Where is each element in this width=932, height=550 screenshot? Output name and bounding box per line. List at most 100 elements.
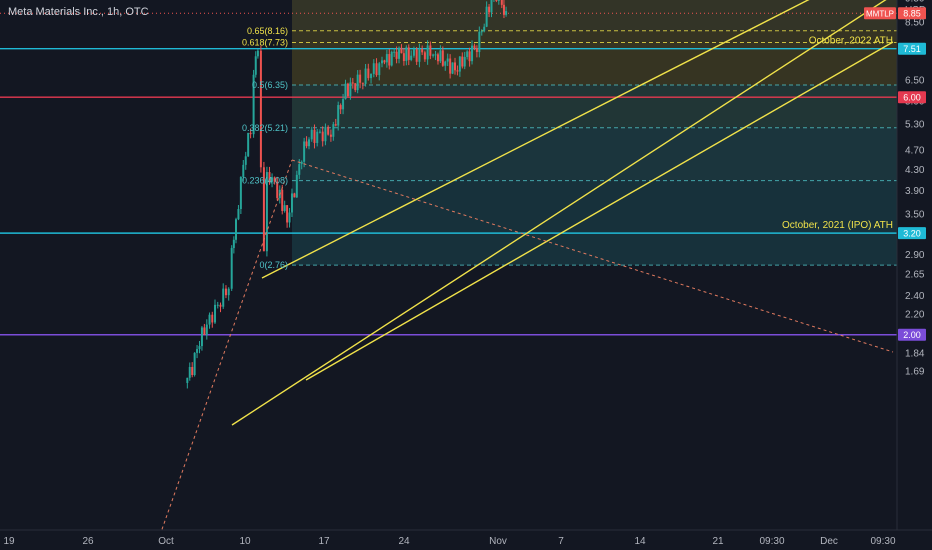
candle-body <box>412 49 415 56</box>
candle-body <box>188 366 191 378</box>
candle-body <box>295 174 298 198</box>
candle-body <box>454 62 456 71</box>
x-tick-label: 24 <box>398 536 410 547</box>
price-badge <box>898 42 926 55</box>
candle-body <box>497 0 500 1</box>
x-tick-label: 7 <box>558 536 564 547</box>
candle-body <box>227 288 230 296</box>
x-tick-label: 09:30 <box>759 536 784 547</box>
candle-body <box>432 54 435 56</box>
candle-body <box>449 58 452 74</box>
candle-body <box>276 181 279 199</box>
candle-body <box>308 139 310 147</box>
candle-body <box>216 304 219 306</box>
candle-body <box>310 129 313 140</box>
y-tick-label: 1.84 <box>905 348 925 359</box>
candle-body <box>478 31 481 53</box>
candle-body <box>224 288 227 296</box>
trend-lines <box>159 0 894 536</box>
candle-body <box>426 45 429 60</box>
candle-body <box>398 47 401 59</box>
candle-body <box>298 164 301 175</box>
candle-body <box>321 131 324 142</box>
candle-body <box>471 45 474 62</box>
fib-label: 0.65(8.16) <box>247 26 288 36</box>
candle-body <box>456 70 459 72</box>
candle-body <box>286 205 289 223</box>
candle-body <box>346 83 349 97</box>
candle-body <box>265 172 268 252</box>
symbol-badge-label: MMTLP <box>866 10 894 19</box>
y-tick-label: 8.50 <box>905 17 925 28</box>
candle-body <box>354 83 357 91</box>
fib-label: 0.236(4.08) <box>242 176 288 186</box>
candle-body <box>446 58 449 62</box>
candle-body <box>500 0 503 5</box>
candle-body <box>198 346 201 350</box>
candle-body <box>300 161 303 165</box>
candle-body <box>332 124 335 137</box>
candle-body <box>232 239 235 249</box>
candle-body <box>359 74 362 83</box>
candle-body <box>381 60 383 64</box>
candle-body <box>324 126 327 142</box>
channel-upper-line <box>231 0 887 426</box>
candle-body <box>262 167 265 252</box>
candle-body <box>458 56 461 72</box>
candle-body <box>303 141 306 162</box>
candle-body <box>254 56 257 75</box>
candle-body <box>395 51 398 59</box>
candle-body <box>418 48 421 62</box>
candle-body <box>407 47 410 60</box>
time-scale[interactable] <box>0 530 932 550</box>
candle-body <box>372 63 375 74</box>
fib-labels: 0.885(12.08)0.786(10.24)0.65(8.16)0.618(… <box>242 26 288 270</box>
x-tick-label: Oct <box>158 536 174 547</box>
fib-zone <box>292 127 897 181</box>
channel-lower-line <box>305 41 894 381</box>
y-tick-label: 2.20 <box>905 310 925 321</box>
y-tick-label: 4.30 <box>905 165 925 176</box>
candle-body <box>466 51 469 57</box>
candle-body <box>473 45 476 49</box>
candle-body <box>367 68 370 79</box>
candle-body <box>485 6 488 27</box>
candle-body <box>318 131 321 133</box>
last-price-badge <box>898 7 926 20</box>
candle-body <box>415 49 418 62</box>
horizontal-levels <box>0 12 897 336</box>
candle-body <box>505 11 508 15</box>
price-badge-label: 2.00 <box>903 330 921 340</box>
candle-body <box>393 51 396 53</box>
x-tick-label: Dec <box>820 536 838 547</box>
level-annotation: October, 2022 ATH <box>809 36 893 47</box>
candle-body <box>235 219 237 240</box>
price-scale[interactable] <box>897 0 932 530</box>
y-tick-label: 9.50 <box>905 0 925 4</box>
candle-body <box>475 48 478 53</box>
candle-body <box>249 132 252 135</box>
candle-body <box>256 50 259 57</box>
level-labels: October, 2022 ATH October, 2021 (IPO) ATH <box>782 36 893 231</box>
fib-label: 0.618(7.73) <box>242 37 288 47</box>
x-tick-label: Nov <box>489 536 507 547</box>
candle-body <box>327 126 330 135</box>
y-tick-label: 5.30 <box>905 120 925 131</box>
y-tick-label: 2.65 <box>905 269 925 280</box>
candle-body <box>342 99 345 110</box>
candle-body <box>313 129 316 143</box>
candle-body <box>244 156 247 165</box>
candle-body <box>364 68 367 84</box>
fib-label: 0.382(5.21) <box>242 123 288 133</box>
x-tick-label: 09:30 <box>870 536 895 547</box>
candle-body <box>385 54 388 63</box>
candle-body <box>191 366 194 376</box>
candle-body <box>205 324 208 335</box>
candle-body <box>242 164 245 177</box>
candle-body <box>502 4 505 15</box>
candle-body <box>271 177 274 182</box>
channel-extension-line <box>261 0 810 279</box>
candle-body <box>337 105 340 126</box>
fib-zone <box>292 180 897 266</box>
